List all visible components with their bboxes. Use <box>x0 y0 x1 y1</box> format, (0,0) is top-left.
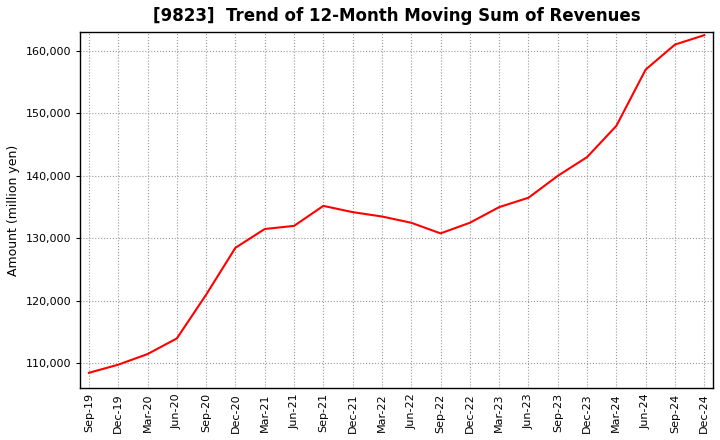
Y-axis label: Amount (million yen): Amount (million yen) <box>7 145 20 276</box>
Title: [9823]  Trend of 12-Month Moving Sum of Revenues: [9823] Trend of 12-Month Moving Sum of R… <box>153 7 640 25</box>
